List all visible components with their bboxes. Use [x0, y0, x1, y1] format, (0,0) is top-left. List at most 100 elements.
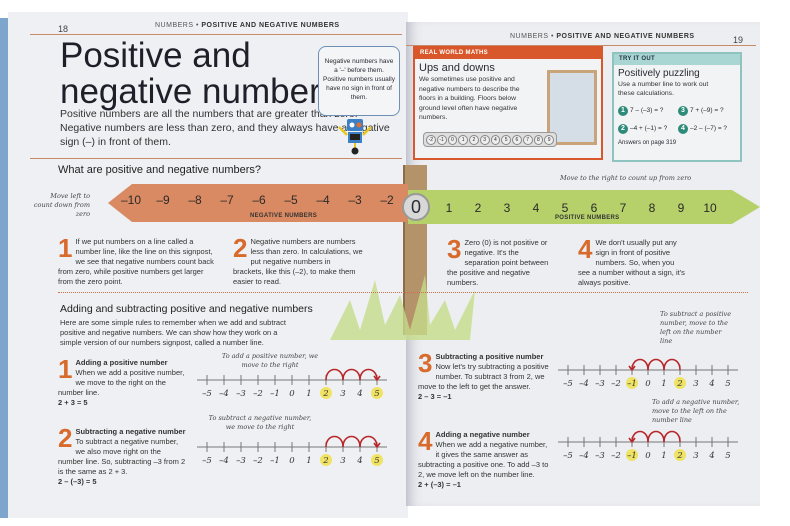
floor-indicator: -2 -1 0 1 2 3 4 5 6 7 8 9 — [423, 132, 557, 147]
rule-text: Now let's try subtracting a positive num… — [418, 362, 549, 391]
rule-title: Subtracting a negative number — [75, 427, 186, 436]
positive-tick-label: 4 — [532, 201, 540, 215]
number-line-label: –5 — [202, 389, 212, 399]
number-line-label: 4 — [356, 389, 362, 399]
point-number: 4 — [578, 234, 593, 264]
page-number-right: 19 — [733, 35, 744, 45]
point-number: 1 — [58, 233, 73, 263]
question-number: 1 — [618, 106, 628, 116]
move-left-note: Move left to count down from zero — [33, 192, 90, 218]
positive-tick-label: 5 — [561, 201, 569, 215]
point-4: 4 We don't usually put any sign in front … — [578, 234, 688, 288]
rule-4-note: To add a negative number, move to the le… — [652, 398, 740, 424]
jump-arc — [325, 368, 344, 381]
rule-number: 2 — [58, 423, 73, 453]
floor-button: 9 — [544, 135, 554, 145]
number-line-label: 1 — [661, 451, 666, 461]
negative-tick-label: –6 — [252, 193, 266, 207]
negative-tick-label: –7 — [220, 193, 234, 207]
negative-tick-label: –3 — [348, 193, 362, 207]
rule-equation: 2 + 3 = 5 — [58, 398, 88, 407]
header-bullet: • — [550, 33, 554, 40]
number-line-label: 2 — [676, 451, 682, 461]
negative-tick-label: –4 — [316, 193, 330, 207]
floor-button: 0 — [447, 135, 458, 145]
grass-illustration — [330, 275, 475, 340]
jump-arrowhead — [628, 437, 636, 444]
rule-3-note: To subtract a positive number, move to t… — [660, 310, 732, 345]
try-it-out-box: TRY IT OUT Positively puzzling Use a num… — [612, 52, 742, 162]
question-text: 7 + (–9) = ? — [690, 107, 724, 114]
number-line-label: 4 — [708, 451, 714, 461]
point-1: 1 If we put numbers on a line called a nu… — [58, 233, 218, 287]
floor-button: 8 — [533, 135, 544, 145]
number-line-label: 2 — [322, 456, 328, 466]
highlight-marker — [674, 377, 686, 389]
number-line-label: 4 — [356, 456, 362, 466]
positive-tick-label: 2 — [474, 201, 482, 215]
section2-intro: Here are some simple rules to remember w… — [60, 318, 286, 347]
real-world-maths-box: REAL WORLD MATHS Ups and downs We someti… — [413, 46, 603, 160]
number-line-label: –2 — [611, 451, 621, 461]
header-topic: POSITIVE AND NEGATIVE NUMBERS — [556, 33, 695, 40]
book-spine-edge — [0, 18, 10, 518]
number-line-label: 4 — [708, 379, 714, 389]
jump-arc — [359, 435, 378, 448]
number-line-label: –3 — [236, 456, 246, 466]
rule-2: 2 Subtracting a negative number To subtrac… — [58, 423, 188, 487]
positive-numbers-sign — [408, 190, 760, 224]
jump-arc — [647, 430, 665, 443]
number-line-label: 1 — [306, 456, 311, 466]
number-line-label: –1 — [627, 379, 637, 389]
rule-3: 3 Subtracting a positive number Now let's … — [418, 348, 553, 402]
header-bullet: • — [195, 22, 199, 29]
question-2: 2 –4 + (–1) = ? — [618, 124, 676, 134]
rule-equation: 2 – (–3) = 5 — [58, 477, 97, 486]
negative-tick-label: –2 — [380, 193, 394, 207]
title-line-1: Positive and — [60, 36, 251, 75]
number-line-label: 5 — [374, 389, 379, 399]
jump-arc — [325, 435, 344, 448]
number-line-label: 2 — [676, 379, 682, 389]
rule-number: 1 — [58, 354, 73, 384]
real-world-title: Ups and downs — [419, 62, 495, 74]
rule-2-note: To subtract a negative number, we move t… — [208, 414, 312, 431]
floor-button: 3 — [479, 135, 490, 145]
rule-number: 4 — [418, 426, 433, 456]
number-line-label: –4 — [579, 379, 589, 389]
number-line-label: 1 — [306, 389, 311, 399]
number-line-label: –2 — [253, 389, 263, 399]
move-right-note: Move to the right to count up from zero — [560, 174, 692, 182]
highlight-marker — [320, 454, 332, 466]
positive-tick-label: 1 — [445, 201, 453, 215]
rule-title: Subtracting a positive number — [435, 352, 544, 361]
real-world-tag: REAL WORLD MATHS — [415, 48, 601, 59]
negative-numbers-sign — [108, 184, 408, 222]
point-2: 2 Negative numbers are numbers less than … — [233, 235, 363, 287]
number-line-label: 5 — [725, 451, 730, 461]
number-line-label: 1 — [661, 379, 666, 389]
point-number: 3 — [447, 234, 462, 264]
jump-arc — [342, 368, 361, 381]
floor-button: 4 — [490, 135, 501, 145]
rule-number: 3 — [418, 348, 433, 378]
negative-tick-label: –5 — [284, 193, 298, 207]
number-line-label: –1 — [270, 389, 280, 399]
jump-arrowhead — [628, 365, 636, 372]
rule-title: Adding a positive number — [75, 358, 168, 367]
running-header-left: NUMBERS • POSITIVE AND NEGATIVE NUMBERS — [155, 22, 340, 29]
floor-button: 7 — [522, 135, 533, 145]
rule-equation: 2 – 3 = –1 — [418, 392, 452, 401]
positive-tick-label: 3 — [503, 201, 511, 215]
highlight-marker — [674, 449, 686, 461]
point-text: Zero (0) is not positive or negative. It… — [447, 238, 549, 287]
number-line-label: –5 — [563, 379, 573, 389]
floor-button: 1 — [458, 135, 468, 145]
header-rule — [30, 34, 402, 35]
intro-text: Positive numbers are all the numbers tha… — [60, 108, 390, 148]
highlight-marker — [371, 454, 383, 466]
number-line-label: 3 — [693, 451, 698, 461]
header-topic: POSITIVE AND NEGATIVE NUMBERS — [201, 22, 340, 29]
